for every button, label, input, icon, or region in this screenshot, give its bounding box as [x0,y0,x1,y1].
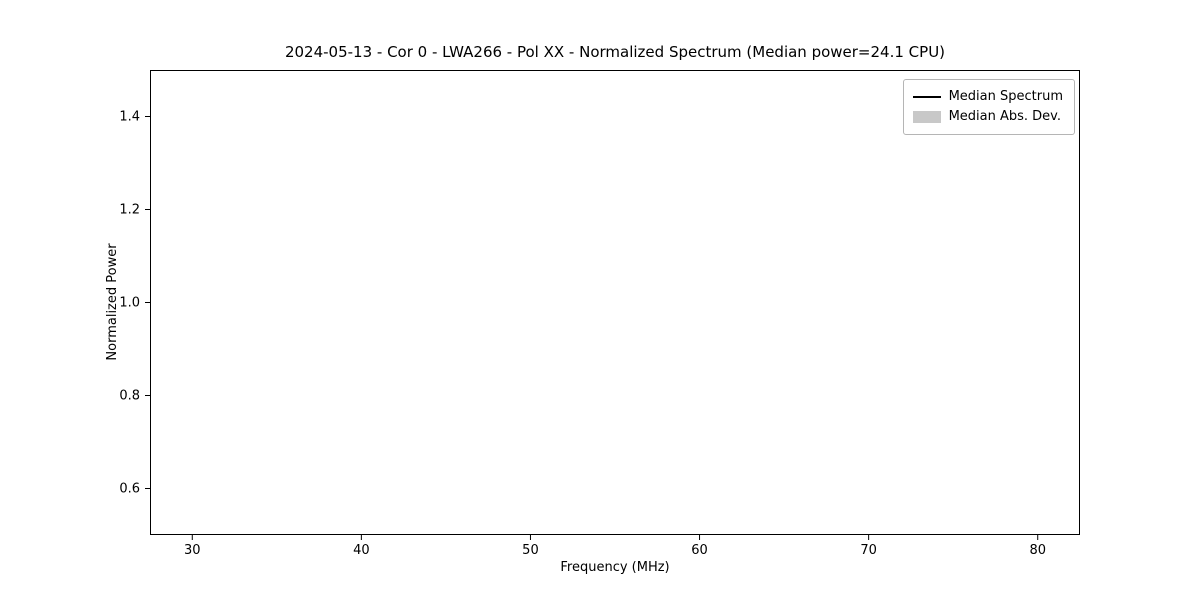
median-line-swatch-icon [912,96,941,98]
legend-entry-median-spectrum: Median Spectrum [912,87,1063,107]
y-tick-label: 0.6 [119,481,140,496]
x-tick-label: 50 [522,543,539,558]
x-tick-label: 60 [691,543,708,558]
x-tick-label: 30 [183,543,201,558]
y-tick-label: 0.8 [119,388,140,403]
legend-entry-mad: Median Abs. Dev. [912,107,1063,127]
chart-title: 2024-05-13 - Cor 0 - LWA266 - Pol XX - N… [284,43,946,61]
plot-area [150,70,1080,535]
x-tick-label: 70 [860,543,877,558]
x-axis-label: Frequency (MHz) [560,560,670,575]
legend: Median Spectrum Median Abs. Dev. [902,79,1075,135]
legend-label-mad: Median Abs. Dev. [948,109,1062,124]
x-tick-label: 80 [1029,543,1046,558]
y-tick-label: 1.2 [119,202,140,217]
legend-label-median-spectrum: Median Spectrum [948,89,1063,104]
y-axis-label: Normalized Power [105,243,120,361]
y-tick-label: 1.4 [119,109,140,124]
y-tick-label: 1.0 [119,295,140,310]
x-tick-label: 40 [353,543,370,558]
mad-band-swatch-icon [912,111,941,123]
